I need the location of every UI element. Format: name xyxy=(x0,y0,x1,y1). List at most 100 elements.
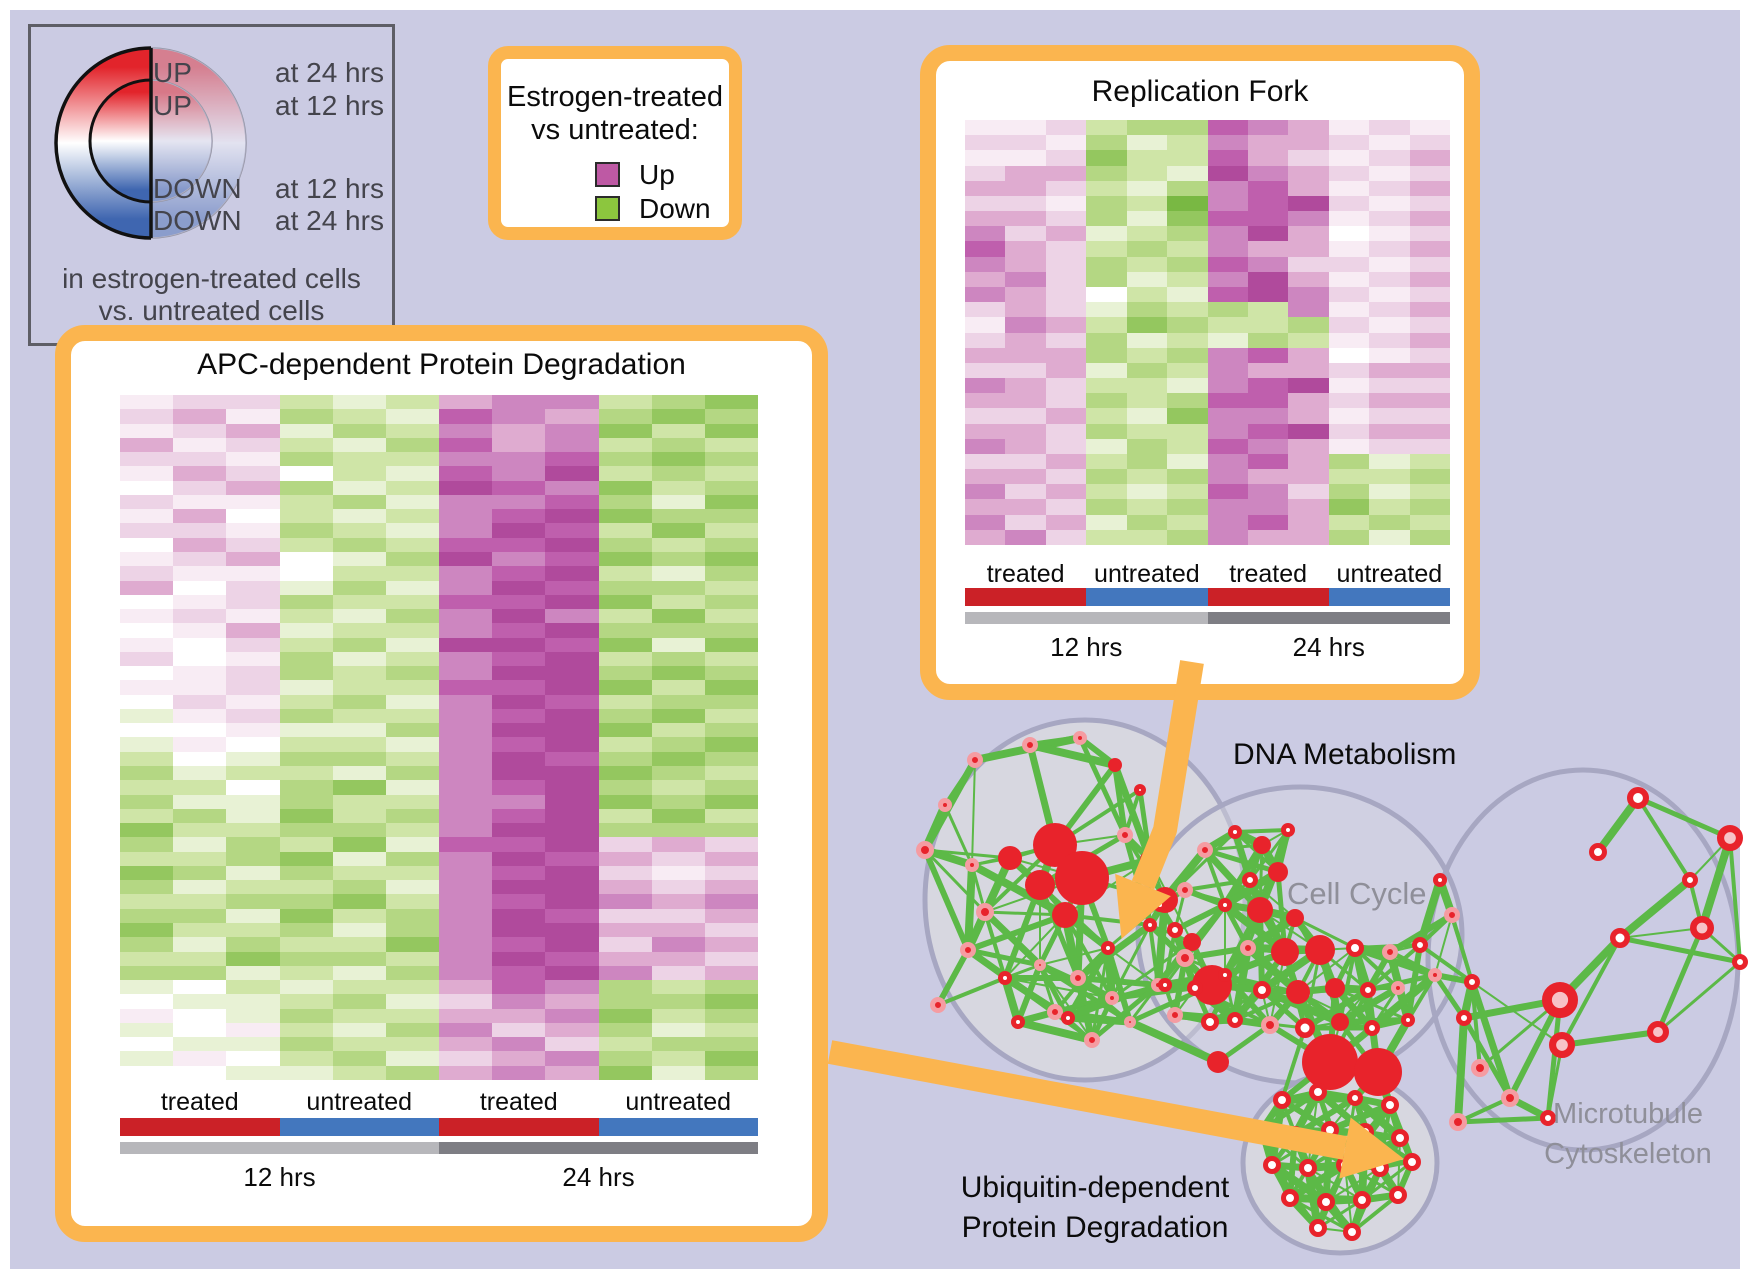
heatmap-cell xyxy=(704,594,758,610)
heatmap-cell xyxy=(226,395,280,410)
heatmap-cell xyxy=(226,694,280,709)
heatmap-cell xyxy=(332,923,386,938)
apc-group-label-3: treated xyxy=(479,1088,558,1116)
heatmap-cell xyxy=(704,623,758,638)
heatmap-cell xyxy=(965,226,1006,242)
heatmap-cell xyxy=(173,437,227,453)
heatmap-cell xyxy=(120,780,174,795)
heatmap-cell xyxy=(173,737,227,752)
heatmap-cell xyxy=(332,494,386,510)
apc-time-label-12: 12 hrs xyxy=(243,1162,316,1192)
heatmap-cell xyxy=(120,1065,174,1080)
heatmap-cell xyxy=(545,723,599,738)
heatmap-cell xyxy=(651,865,705,881)
heatmap-cell xyxy=(173,908,227,924)
heatmap-cell xyxy=(1288,332,1329,348)
heatmap-cell xyxy=(704,409,758,424)
heatmap-cell xyxy=(1086,286,1127,303)
heatmap-cell xyxy=(279,509,333,524)
apc-group-labels: treated untreated treated untreated xyxy=(120,1088,758,1117)
heatmap-cell xyxy=(332,694,386,709)
heatmap-cell xyxy=(385,523,439,538)
heatmap-cell xyxy=(120,723,174,738)
heatmap-cell xyxy=(1207,438,1248,454)
heatmap-cell xyxy=(598,823,652,838)
rf-group-label-3: treated xyxy=(1229,560,1308,588)
heatmap-cell xyxy=(1369,256,1410,272)
heatmap-cell xyxy=(1005,499,1046,515)
heatmap-cell xyxy=(545,509,599,524)
heatmap-cell xyxy=(1005,362,1046,379)
heatmap-cell xyxy=(1247,529,1289,545)
heatmap-cell xyxy=(332,395,386,410)
heatmap-cell xyxy=(1167,180,1208,196)
heatmap-cell xyxy=(1086,499,1127,515)
heatmap-cell xyxy=(332,437,386,453)
heatmap-cell xyxy=(173,523,227,538)
heatmap-cell xyxy=(120,851,174,866)
heatmap-cell xyxy=(385,409,439,424)
microtubule-cytoskeleton-label: Microtubule Cytoskeleton xyxy=(1508,1094,1748,1174)
heatmap-cell xyxy=(1288,393,1329,409)
heatmap-cell xyxy=(226,580,280,595)
heatmap-cell xyxy=(1369,362,1410,379)
heatmap-cell xyxy=(1005,423,1046,439)
heatmap-cell xyxy=(385,566,439,581)
heatmap-cell xyxy=(439,480,493,495)
heatmap-cell xyxy=(1167,120,1208,136)
ring-legend-up-24-time: at 24 hrs xyxy=(275,57,384,88)
heatmap-cell xyxy=(1328,271,1370,287)
heatmap-cell xyxy=(1045,165,1087,181)
heatmap-cell xyxy=(1126,256,1168,272)
heatmap-cell xyxy=(598,951,652,966)
heatmap-cell xyxy=(965,438,1006,454)
heatmap-cell xyxy=(704,723,758,738)
heatmap-cell xyxy=(120,737,174,752)
heatmap-cell xyxy=(173,637,227,652)
heatmap-cell xyxy=(1288,286,1329,303)
heatmap-cell xyxy=(173,780,227,795)
microtubule-label-line1: Microtubule xyxy=(1553,1098,1703,1130)
heatmap-cell xyxy=(332,837,386,852)
heatmap-cell xyxy=(545,523,599,538)
heatmap-cell xyxy=(226,537,280,552)
heatmap-cell xyxy=(598,409,652,424)
heatmap-cell xyxy=(1328,514,1370,530)
heatmap-cell xyxy=(598,708,652,724)
rf-12hrs-bar xyxy=(965,612,1208,624)
heatmap-cell xyxy=(1247,469,1289,485)
heatmap-cell xyxy=(332,794,386,809)
heatmap-cell xyxy=(1167,302,1208,318)
heatmap-cell xyxy=(545,409,599,424)
heatmap-cell xyxy=(332,894,386,909)
heatmap-cell xyxy=(1167,393,1208,409)
heatmap-cell xyxy=(173,651,227,667)
heatmap-cell xyxy=(439,437,493,453)
heatmap-cell xyxy=(1167,317,1208,333)
heatmap-cell xyxy=(332,651,386,667)
heatmap-cell xyxy=(1126,135,1168,151)
heatmap-cell xyxy=(1288,241,1329,257)
heatmap-cell xyxy=(1369,165,1410,181)
heatmap-cell xyxy=(651,723,705,738)
heatmap-cell xyxy=(332,409,386,424)
heatmap-cell xyxy=(279,409,333,424)
heatmap-cell xyxy=(385,980,439,995)
replication-fork-title: Replication Fork xyxy=(1091,75,1309,108)
heatmap-cell xyxy=(1126,423,1168,439)
heatmap-cell xyxy=(1167,529,1208,545)
replication-fork-heatmap xyxy=(965,120,1450,545)
heatmap-cell xyxy=(965,423,1006,439)
heatmap-cell xyxy=(492,1037,546,1052)
heatmap-cell xyxy=(545,609,599,624)
heatmap-cell xyxy=(439,452,493,467)
heatmap-cell xyxy=(1086,362,1127,379)
heatmap-cell xyxy=(492,651,546,667)
heatmap-cell xyxy=(226,623,280,638)
heatmap-cell xyxy=(598,523,652,538)
heatmap-cell xyxy=(598,865,652,881)
heatmap-cell xyxy=(439,865,493,881)
heatmap-cell xyxy=(492,537,546,552)
heatmap-cell xyxy=(545,551,599,567)
heatmap-cell xyxy=(704,637,758,652)
